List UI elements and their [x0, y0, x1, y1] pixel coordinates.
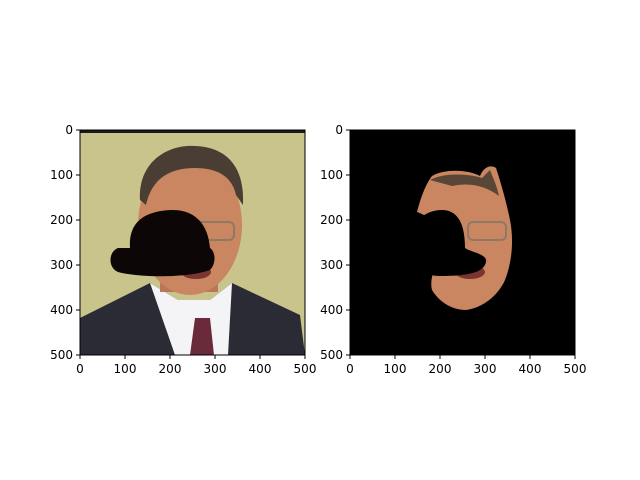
left-ytick-label: 300	[50, 258, 73, 272]
left-axes-frame	[79, 129, 306, 356]
right-xtick-label: 400	[519, 362, 542, 376]
right-xtick-label: 0	[346, 362, 354, 376]
left-xtick-label: 100	[114, 362, 137, 376]
left-image	[80, 130, 305, 355]
left-ytick-label: 500	[50, 348, 73, 362]
left-xtick-label: 300	[204, 362, 227, 376]
right-ytick-label: 0	[335, 123, 343, 137]
left-xtick-label: 500	[294, 362, 317, 376]
right-ytick-label: 300	[320, 258, 343, 272]
left-ytick-label: 100	[50, 168, 73, 182]
left-ytick-label: 0	[65, 123, 73, 137]
left-xtick-label: 0	[76, 362, 84, 376]
left-ytick-label: 400	[50, 303, 73, 317]
right-xtick-label: 100	[384, 362, 407, 376]
right-xtick-label: 500	[564, 362, 587, 376]
right-ytick-label: 200	[320, 213, 343, 227]
left-xtick-label: 400	[249, 362, 272, 376]
right-axes-frame	[349, 129, 576, 356]
right-image	[350, 130, 575, 355]
right-xtick-label: 300	[474, 362, 497, 376]
right-xtick-label: 200	[429, 362, 452, 376]
left-ytick-label: 200	[50, 213, 73, 227]
right-ytick-label: 500	[320, 348, 343, 362]
right-ytick-label: 100	[320, 168, 343, 182]
right-ytick-label: 400	[320, 303, 343, 317]
left-xtick-label: 200	[159, 362, 182, 376]
